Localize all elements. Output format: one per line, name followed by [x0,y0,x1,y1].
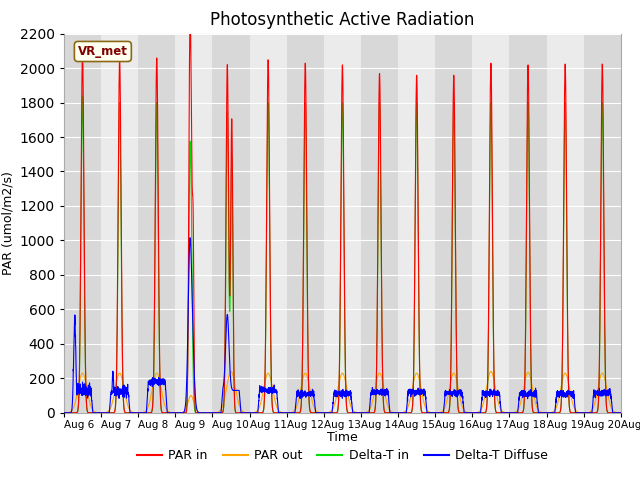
X-axis label: Time: Time [327,431,358,444]
Text: VR_met: VR_met [78,45,128,58]
Delta-T Diffuse [322,410,330,416]
Bar [398,34,435,413]
PAR out [160,399,168,405]
Delta-T in [79,93,86,99]
Delta-T in [616,410,624,416]
Y-axis label: PAR (umol/m2/s): PAR (umol/m2/s) [1,171,14,275]
PAR in [186,13,194,19]
Delta-T Diffuse [499,410,507,416]
Bar [250,34,287,413]
Bar [435,34,472,413]
Bar [138,34,175,413]
Bar [472,34,509,413]
PAR out [617,410,625,416]
Delta-T in [499,410,507,416]
PAR out [499,409,507,415]
Delta-T in [617,410,625,416]
Delta-T Diffuse [160,379,168,385]
PAR in [467,410,475,416]
Bar [509,34,547,413]
Delta-T in [60,410,68,416]
Bar [175,34,212,413]
Delta-T Diffuse [617,410,625,416]
Delta-T Diffuse [616,410,624,416]
PAR out [322,410,330,416]
PAR in [322,410,330,416]
PAR in [436,410,444,416]
Line: Delta-T in: Delta-T in [64,96,621,413]
Bar [361,34,398,413]
Line: Delta-T Diffuse: Delta-T Diffuse [64,238,621,413]
Delta-T in [322,410,330,416]
Delta-T in [467,410,475,416]
Line: PAR out: PAR out [64,372,621,413]
PAR in [616,410,624,416]
PAR out [467,410,475,416]
PAR out [436,409,444,415]
Bar [324,34,361,413]
Bar [212,34,250,413]
Delta-T in [436,410,444,416]
PAR out [227,369,235,374]
Line: PAR in: PAR in [64,16,621,413]
Delta-T in [161,410,168,416]
Delta-T Diffuse [467,410,475,416]
Bar [64,34,101,413]
Title: Photosynthetic Active Radiation: Photosynthetic Active Radiation [210,11,475,29]
Delta-T Diffuse [436,410,444,416]
Delta-T Diffuse [186,235,194,240]
PAR out [60,410,68,416]
Bar [621,34,640,413]
Legend: PAR in, PAR out, Delta-T in, Delta-T Diffuse: PAR in, PAR out, Delta-T in, Delta-T Dif… [132,444,553,467]
PAR in [160,410,168,416]
Bar [584,34,621,413]
PAR in [617,410,625,416]
Bar [287,34,324,413]
Bar [547,34,584,413]
PAR in [499,410,507,416]
Bar [101,34,138,413]
PAR in [60,410,68,416]
PAR out [616,410,624,416]
Delta-T Diffuse [60,410,68,416]
